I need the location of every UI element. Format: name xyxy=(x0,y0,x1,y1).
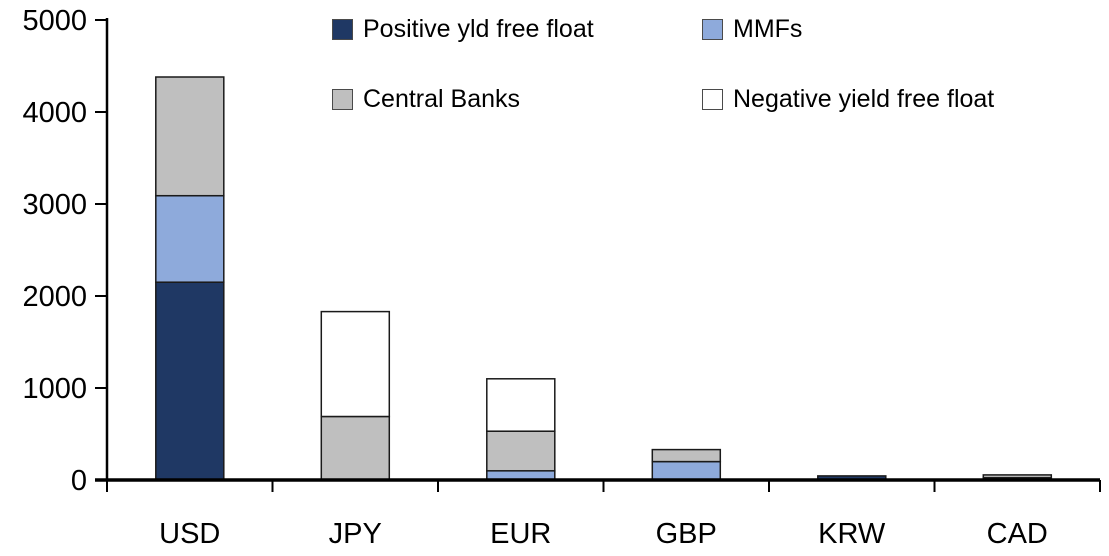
bar-segment-gbp-central-banks xyxy=(651,448,722,463)
x-category-label-krw: KRW xyxy=(818,518,886,550)
bar-segment-jpy-negative-yield-free-float xyxy=(320,310,391,418)
x-category-label-gbp: GBP xyxy=(656,518,717,550)
bar-segment-usd-positive-yld-free-float xyxy=(155,281,225,481)
x-category-label-usd: USD xyxy=(159,518,220,550)
bar-segment-usd-mmfs xyxy=(155,194,225,283)
x-category-label-eur: EUR xyxy=(490,518,551,550)
y-tick-label-0: 0 xyxy=(71,465,87,497)
bar-segment-eur-central-banks xyxy=(486,430,556,472)
y-tick-label-4000: 4000 xyxy=(22,97,87,129)
bar-segment-usd-central-banks xyxy=(155,76,225,197)
y-tick-label-5000: 5000 xyxy=(22,5,87,37)
bar-segment-gbp-mmfs xyxy=(651,460,722,481)
x-category-label-jpy: JPY xyxy=(329,518,382,550)
bar-segment-jpy-central-banks xyxy=(320,415,391,481)
x-category-label-cad: CAD xyxy=(987,518,1048,550)
bar-segment-cad-central-banks xyxy=(982,474,1053,479)
y-tick-label-3000: 3000 xyxy=(22,189,87,221)
bar-segment-eur-negative-yield-free-float xyxy=(486,378,556,432)
y-tick-label-2000: 2000 xyxy=(22,281,87,313)
y-tick-label-1000: 1000 xyxy=(22,373,87,405)
